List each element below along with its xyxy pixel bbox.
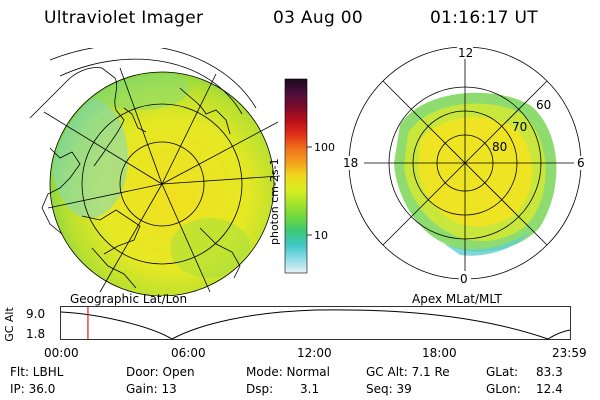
mlt-label-18: 18 xyxy=(343,156,358,170)
timeline-ymax: 9.0 xyxy=(26,307,46,321)
colorbar-unit-label: photon cm-2s-1 xyxy=(268,158,281,245)
timeline-ymin: 1.8 xyxy=(26,327,46,341)
intensity-colorbar: 100 10 photon cm-2s-1 xyxy=(268,78,335,274)
info-glat-label: GLat: xyxy=(486,365,519,379)
info-glon-value: 12.4 xyxy=(536,382,563,396)
mlt-label-6: 6 xyxy=(577,156,585,170)
magnetic-polar-panel: 12 18 6 0 60 70 80 xyxy=(340,45,588,286)
info-glon-label: GLon: xyxy=(486,382,521,396)
colorbar-scale xyxy=(284,78,308,274)
time-tick-1800: 18:00 xyxy=(422,346,457,360)
timeline-axis-title: GC Alt xyxy=(2,307,16,342)
image-date: 03 Aug 00 xyxy=(273,8,363,28)
info-flt: Flt: LBHL xyxy=(10,365,64,379)
lat-label-60: 60 xyxy=(536,98,551,112)
time-tick-2359: 23:59 xyxy=(552,346,587,360)
orbit-timeline-plot xyxy=(60,306,571,340)
info-door: Door: Open xyxy=(126,365,195,379)
info-dsp-label: Dsp: xyxy=(246,382,274,396)
info-mode: Mode: Normal xyxy=(246,365,330,379)
gc-altitude-curve xyxy=(60,309,571,340)
polar-grid xyxy=(348,46,582,280)
info-ip: IP: 36.0 xyxy=(10,382,56,396)
geographic-grid xyxy=(43,48,281,296)
info-seq: Seq: 39 xyxy=(366,382,412,396)
info-dsp-value: 3.1 xyxy=(300,382,320,396)
mlt-label-0: 0 xyxy=(460,272,468,286)
geographic-image-disk xyxy=(50,72,274,296)
time-tick-1200: 12:00 xyxy=(297,346,332,360)
lat-label-70: 70 xyxy=(512,120,527,134)
time-tick-0000: 00:00 xyxy=(44,346,79,360)
geographic-panel-label: Geographic Lat/Lon xyxy=(70,292,188,306)
colorbar-tick-10: 10 xyxy=(314,229,328,242)
time-tick-0600: 06:00 xyxy=(171,346,206,360)
info-glat-value: 83.3 xyxy=(536,365,563,379)
geographic-map-panel xyxy=(29,48,281,296)
info-gc-alt: GC Alt: 7.1 Re xyxy=(366,365,450,379)
instrument-title: Ultraviolet Imager xyxy=(44,8,204,28)
mlt-label-12: 12 xyxy=(458,46,473,60)
info-gain: Gain: 13 xyxy=(126,382,177,396)
lat-label-80: 80 xyxy=(492,140,507,154)
timeline-frame xyxy=(60,306,571,340)
colorbar-tick-100: 100 xyxy=(314,141,335,154)
coastlines xyxy=(29,67,241,289)
image-time: 01:16:17 UT xyxy=(430,8,538,28)
auroral-oval-image xyxy=(394,92,557,256)
magnetic-panel-label: Apex MLat/MLT xyxy=(412,292,502,306)
